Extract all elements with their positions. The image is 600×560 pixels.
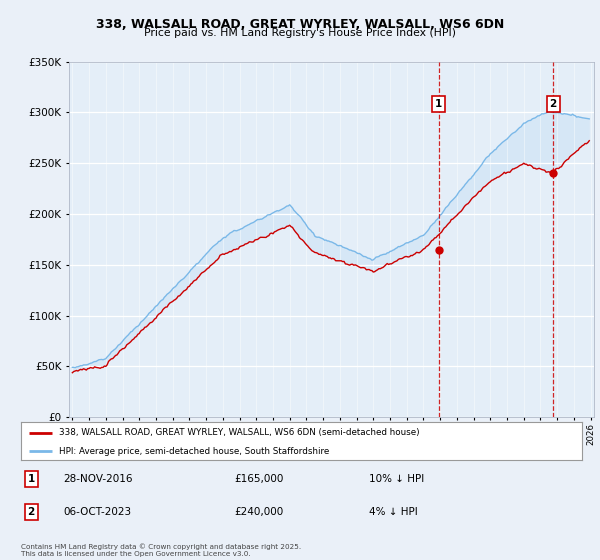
Text: 10% ↓ HPI: 10% ↓ HPI (369, 474, 424, 484)
Text: Contains HM Land Registry data © Crown copyright and database right 2025.
This d: Contains HM Land Registry data © Crown c… (21, 544, 301, 557)
Text: 1: 1 (435, 99, 442, 109)
Text: HPI: Average price, semi-detached house, South Staffordshire: HPI: Average price, semi-detached house,… (59, 447, 329, 456)
Text: 338, WALSALL ROAD, GREAT WYRLEY, WALSALL, WS6 6DN (semi-detached house): 338, WALSALL ROAD, GREAT WYRLEY, WALSALL… (59, 428, 420, 437)
Text: 338, WALSALL ROAD, GREAT WYRLEY, WALSALL, WS6 6DN: 338, WALSALL ROAD, GREAT WYRLEY, WALSALL… (96, 18, 504, 31)
Text: 1: 1 (28, 474, 35, 484)
Text: 4% ↓ HPI: 4% ↓ HPI (369, 507, 418, 517)
Text: £240,000: £240,000 (234, 507, 283, 517)
Text: Price paid vs. HM Land Registry's House Price Index (HPI): Price paid vs. HM Land Registry's House … (144, 28, 456, 38)
Text: 06-OCT-2023: 06-OCT-2023 (63, 507, 131, 517)
Text: 2: 2 (28, 507, 35, 517)
Text: 28-NOV-2016: 28-NOV-2016 (63, 474, 133, 484)
Text: £165,000: £165,000 (234, 474, 284, 484)
Text: 2: 2 (550, 99, 557, 109)
